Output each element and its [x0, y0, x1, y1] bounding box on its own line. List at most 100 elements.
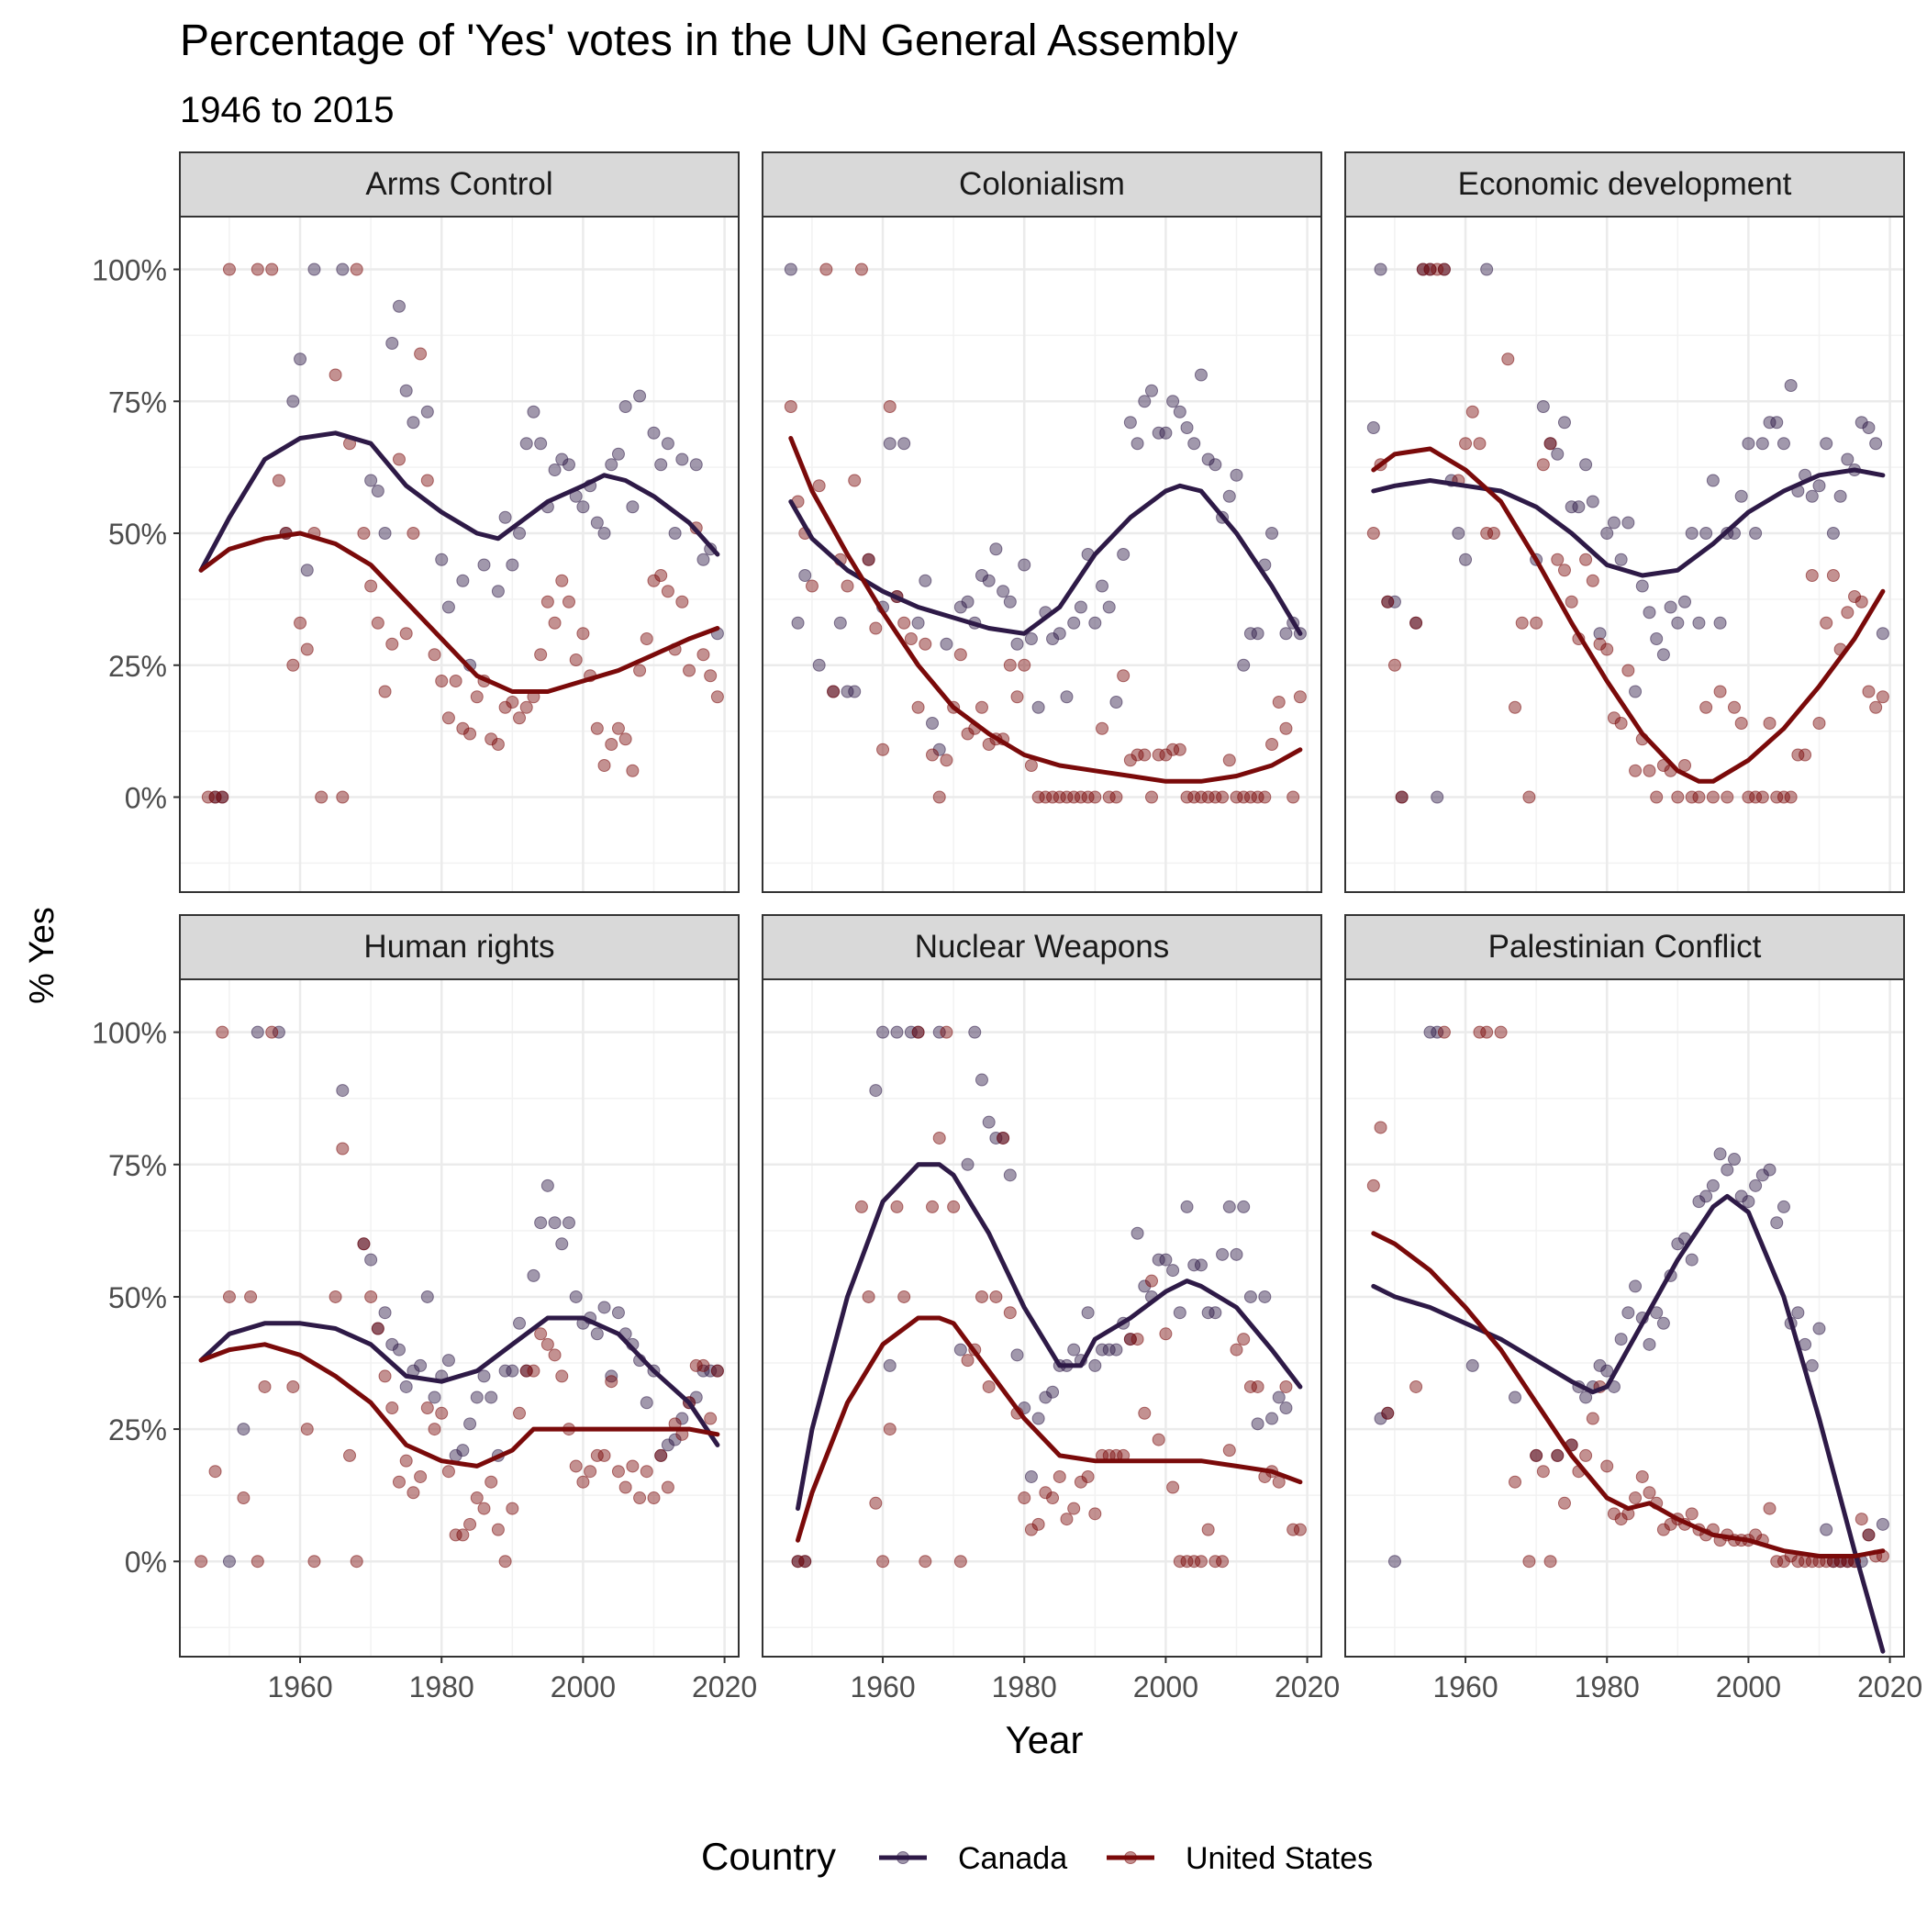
data-point — [1755, 1168, 1769, 1182]
data-point — [947, 1200, 961, 1213]
data-point — [1629, 764, 1643, 777]
data-point — [1685, 790, 1699, 804]
data-point — [1194, 790, 1208, 804]
data-point — [953, 600, 967, 614]
data-point — [1742, 1195, 1755, 1209]
data-point — [989, 542, 1003, 556]
data-point — [449, 1528, 462, 1542]
data-point — [1551, 553, 1565, 566]
series-canada-trend-line — [198, 430, 720, 573]
data-point — [1123, 416, 1137, 430]
facet-strip — [1344, 914, 1905, 980]
data-point — [1258, 790, 1272, 804]
data-point — [562, 458, 575, 472]
data-point — [1734, 489, 1748, 503]
data-point — [463, 1517, 477, 1531]
data-point — [237, 1423, 251, 1436]
data-point — [584, 1465, 597, 1479]
data-point — [1685, 1507, 1699, 1521]
data-point — [1826, 569, 1840, 582]
y-tick-label: 100% — [92, 254, 167, 287]
data-point — [286, 395, 300, 408]
data-point — [1593, 627, 1607, 641]
series-canada-trend-line — [198, 1315, 720, 1447]
data-point — [848, 474, 862, 487]
data-point — [1024, 759, 1038, 772]
data-point — [498, 510, 512, 524]
y-tick-label: 50% — [108, 518, 167, 551]
data-point — [1820, 1523, 1833, 1536]
data-point — [1742, 437, 1755, 451]
data-point — [399, 384, 413, 397]
data-point — [1039, 1486, 1053, 1500]
data-point — [569, 1459, 583, 1473]
data-point — [1024, 1469, 1038, 1483]
data-point — [1067, 1343, 1081, 1357]
data-point — [378, 1369, 392, 1383]
data-point — [1629, 1279, 1643, 1293]
data-point — [1272, 1390, 1286, 1404]
data-point — [1543, 1555, 1557, 1569]
data-point — [576, 627, 590, 641]
data-point — [1173, 1555, 1186, 1569]
data-point — [1473, 1025, 1487, 1039]
data-point — [1643, 764, 1656, 777]
data-point — [428, 1390, 441, 1404]
data-point — [392, 1475, 406, 1489]
data-point — [1159, 1327, 1173, 1341]
data-point — [1088, 1358, 1102, 1372]
data-point — [1643, 606, 1656, 620]
data-point — [897, 616, 911, 630]
data-point — [435, 1406, 449, 1420]
data-point — [1074, 600, 1087, 614]
data-point — [919, 1555, 932, 1569]
data-point — [1635, 1469, 1649, 1483]
data-point — [1431, 790, 1444, 804]
data-point — [597, 527, 611, 540]
data-point — [1465, 405, 1479, 419]
data-point — [854, 1200, 868, 1213]
data-point — [975, 569, 988, 582]
data-point — [407, 1486, 420, 1500]
data-point — [1536, 400, 1550, 413]
data-point — [513, 711, 527, 725]
data-point — [1237, 790, 1251, 804]
data-point — [961, 1157, 975, 1171]
data-point — [428, 648, 441, 662]
data-point — [1770, 416, 1784, 430]
data-point — [1763, 717, 1777, 730]
data-point — [1018, 558, 1031, 572]
data-point — [590, 1327, 604, 1341]
data-point — [1251, 1417, 1264, 1431]
data-point — [441, 1354, 455, 1368]
series-united-states-trend-line — [788, 436, 1303, 784]
data-point — [485, 1475, 498, 1489]
data-point — [237, 1491, 251, 1505]
y-tick-label: 50% — [108, 1281, 167, 1314]
data-point — [1600, 642, 1614, 656]
data-point — [1522, 1555, 1536, 1569]
data-point — [1791, 1555, 1805, 1569]
data-point — [1614, 717, 1628, 730]
data-point — [1010, 1348, 1024, 1362]
x-tick-label: 2020 — [1857, 1670, 1922, 1703]
data-point — [982, 1379, 996, 1393]
data-point — [975, 700, 988, 714]
data-point — [485, 732, 498, 746]
data-point — [1272, 696, 1286, 709]
data-point — [597, 759, 611, 772]
data-point — [1784, 790, 1798, 804]
data-point — [251, 1025, 264, 1039]
data-point — [1138, 395, 1152, 408]
data-point — [519, 700, 533, 714]
data-point — [827, 685, 841, 698]
data-point — [1621, 664, 1635, 677]
data-point — [704, 669, 718, 683]
data-point — [371, 485, 384, 497]
data-point — [1770, 1216, 1784, 1230]
data-point — [1003, 658, 1017, 672]
data-point — [1067, 790, 1081, 804]
data-point — [569, 1290, 583, 1303]
series-canada-points — [791, 1025, 1293, 1569]
data-point — [1770, 790, 1784, 804]
